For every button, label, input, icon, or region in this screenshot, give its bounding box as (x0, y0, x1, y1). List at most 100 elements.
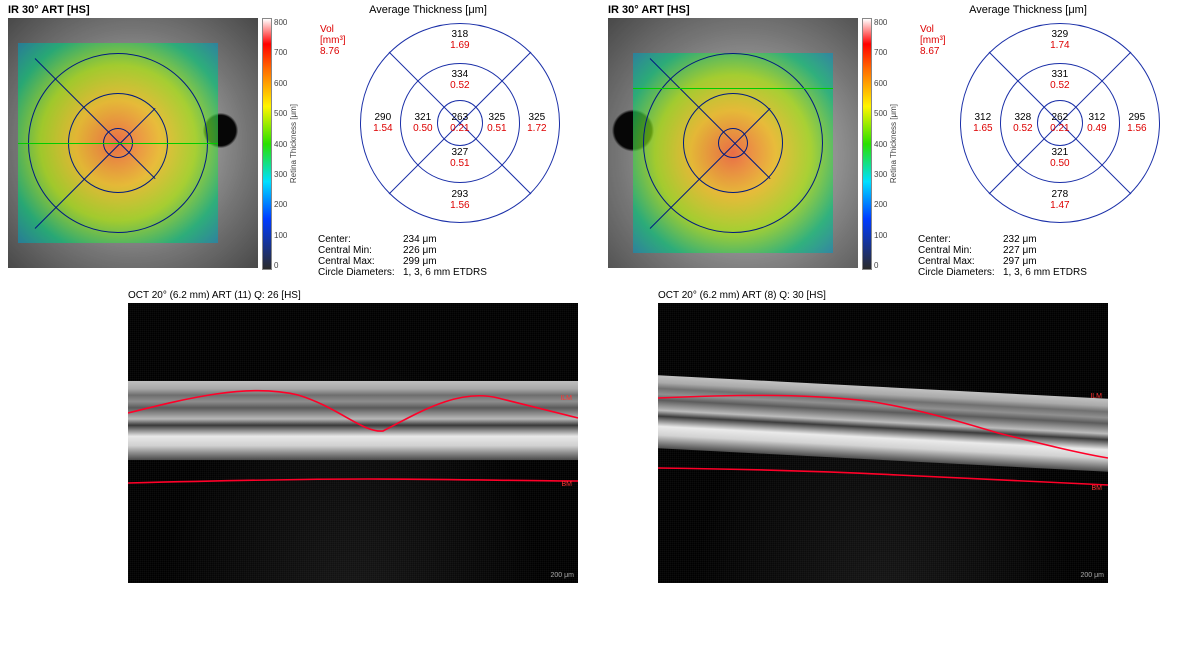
colorbar-gradient (862, 18, 872, 270)
ir-image (8, 18, 258, 268)
etdrs-title: Average Thickness [μm] (918, 4, 1138, 16)
bm-label: BM (562, 481, 573, 488)
sector-inner-right: 3120.49 (1077, 113, 1117, 134)
sector-outer-bottom: 2931.56 (440, 190, 480, 211)
stat-key: Central Min: (918, 245, 1003, 256)
colorbar-ticks: 800 700 600 500 400 300 200 100 0 (274, 18, 287, 270)
sector-outer-right: 2951.56 (1117, 113, 1157, 134)
stat-row: Central Min:227 μm (918, 245, 1138, 256)
etdrs-rings: 3291.74 3310.52 3121.65 3280.52 2620.21 … (955, 18, 1138, 228)
left-eye-panel: IR 30° ART [HS] (8, 4, 592, 278)
ir-thickness-map-right: IR 30° ART [HS] (608, 4, 908, 278)
bscan-title: OCT 20° (6.2 mm) ART (11) Q: 26 [HS] (128, 290, 578, 301)
stat-val: 226 μm (403, 245, 437, 256)
stat-key: Center: (318, 234, 403, 245)
stat-val: 1, 3, 6 mm ETDRS (403, 267, 487, 278)
ir-title: IR 30° ART [HS] (8, 4, 308, 16)
stat-row: Center:234 μm (318, 234, 538, 245)
tick: 400 (274, 140, 287, 149)
bscan-left: OCT 20° (6.2 mm) ART (11) Q: 26 [HS] ILM… (128, 290, 578, 583)
sector-center: 2620.21 (1040, 113, 1080, 134)
scan-line (18, 143, 218, 144)
etdrs-stats: Center:232 μm Central Min:227 μm Central… (918, 234, 1138, 278)
sector-inner-top: 3310.52 (1040, 70, 1080, 91)
stat-val: 234 μm (403, 234, 437, 245)
oct-report: IR 30° ART [HS] (0, 0, 1200, 587)
tick: 300 (874, 170, 887, 179)
sector-outer-left: 2901.54 (363, 113, 403, 134)
stat-key: Circle Diameters: (318, 267, 403, 278)
stat-row: Central Max:297 μm (918, 256, 1138, 267)
vol-value: 8.67 (920, 46, 939, 57)
stat-key: Central Max: (918, 256, 1003, 267)
scan-line (633, 88, 833, 89)
etdrs-stats: Center:234 μm Central Min:226 μm Central… (318, 234, 538, 278)
tick: 0 (274, 261, 287, 270)
bscan-row: OCT 20° (6.2 mm) ART (11) Q: 26 [HS] ILM… (8, 290, 1192, 583)
tick: 700 (874, 48, 887, 57)
etdrs-rings: 3181.69 3340.52 2901.54 3210.50 2630.21 … (355, 18, 538, 228)
sector-inner-bottom: 3210.50 (1040, 148, 1080, 169)
sector-inner-left: 3210.50 (403, 113, 443, 134)
sector-inner-bottom: 3270.51 (440, 148, 480, 169)
bscan-image: ILM BM 200 μm (658, 303, 1108, 583)
colorbar-label: Retina Thickness [μm] (889, 104, 898, 183)
stat-row: Center:232 μm (918, 234, 1138, 245)
ir-thickness-map-left: IR 30° ART [HS] (8, 4, 308, 278)
colorbar-label: Retina Thickness [μm] (289, 104, 298, 183)
tick: 300 (274, 170, 287, 179)
tick: 700 (274, 48, 287, 57)
tick: 0 (874, 261, 887, 270)
tick: 200 (874, 200, 887, 209)
sector-outer-bottom: 2781.47 (1040, 190, 1080, 211)
tick: 400 (874, 140, 887, 149)
bscan-image: ILM BM 200 μm (128, 303, 578, 583)
ir-image (608, 18, 858, 268)
right-eye-panel: IR 30° ART [HS] (608, 4, 1192, 278)
sector-inner-right: 3250.51 (477, 113, 517, 134)
colorbar: 800 700 600 500 400 300 200 100 0 Retina… (862, 18, 898, 270)
tick: 100 (874, 231, 887, 240)
scale-label: 200 μm (1081, 572, 1105, 579)
bm-label: BM (1092, 485, 1103, 492)
stat-val: 232 μm (1003, 234, 1037, 245)
tick: 100 (274, 231, 287, 240)
volume-label: Vol [mm³] 8.76 (320, 24, 357, 234)
stat-row: Central Max:299 μm (318, 256, 538, 267)
tick: 200 (274, 200, 287, 209)
stat-val: 297 μm (1003, 256, 1037, 267)
stat-key: Central Min: (318, 245, 403, 256)
stat-row: Circle Diameters:1, 3, 6 mm ETDRS (918, 267, 1138, 278)
volume-label: Vol [mm³] 8.67 (920, 24, 957, 234)
stat-val: 1, 3, 6 mm ETDRS (1003, 267, 1087, 278)
sector-center: 2630.21 (440, 113, 480, 134)
ir-title: IR 30° ART [HS] (608, 4, 908, 16)
ilm-label: ILM (1090, 393, 1102, 400)
stat-val: 227 μm (1003, 245, 1037, 256)
sector-outer-right: 3251.72 (517, 113, 557, 134)
stat-key: Circle Diameters: (918, 267, 1003, 278)
bscan-right: OCT 20° (6.2 mm) ART (8) Q: 30 [HS] ILM … (658, 290, 1108, 583)
colorbar: 800 700 600 500 400 300 200 100 0 Retina… (262, 18, 298, 270)
stat-row: Central Min:226 μm (318, 245, 538, 256)
vol-label: Vol [mm³] (320, 24, 346, 46)
tick: 800 (274, 18, 287, 27)
colorbar-gradient (262, 18, 272, 270)
stat-row: Circle Diameters:1, 3, 6 mm ETDRS (318, 267, 538, 278)
vol-label: Vol [mm³] (920, 24, 946, 46)
etdrs-diagram-left: Average Thickness [μm] Vol [mm³] 8.76 (318, 4, 538, 278)
tick: 500 (874, 109, 887, 118)
bscan-title: OCT 20° (6.2 mm) ART (8) Q: 30 [HS] (658, 290, 1108, 301)
ilm-label: ILM (560, 395, 572, 402)
segmentation-lines (128, 303, 578, 583)
segmentation-lines (658, 303, 1108, 583)
scale-label: 200 μm (551, 572, 575, 579)
tick: 600 (274, 79, 287, 88)
etdrs-title: Average Thickness [μm] (318, 4, 538, 16)
tick: 500 (274, 109, 287, 118)
sector-outer-top: 3181.69 (440, 30, 480, 51)
sector-inner-top: 3340.52 (440, 70, 480, 91)
sector-outer-left: 3121.65 (963, 113, 1003, 134)
colorbar-ticks: 800 700 600 500 400 300 200 100 0 (874, 18, 887, 270)
stat-val: 299 μm (403, 256, 437, 267)
